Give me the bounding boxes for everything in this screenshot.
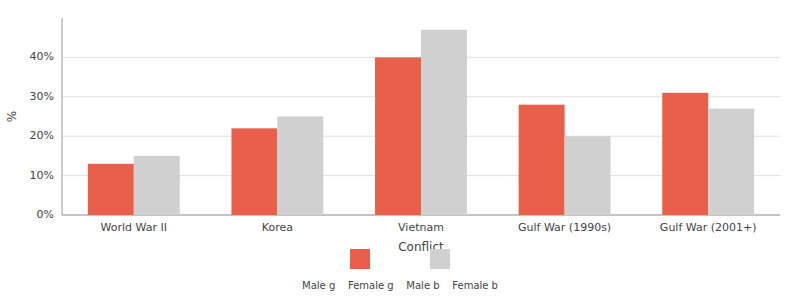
y-axis-line [62,18,63,215]
y-tick-label: 30% [30,90,54,103]
chart-container: 0% 10% 20% 30% 40% World War II Korea Vietnam Gu… [0,0,800,307]
bar [421,30,467,215]
x-tick-label: World War II [101,221,167,234]
legend-swatch [350,249,370,269]
x-tick-label: Korea [262,221,293,234]
bars [88,30,754,215]
bar [708,109,754,215]
bar [519,105,565,215]
annotation: Male g Female g Male b Female b [302,280,498,291]
bar [565,136,611,215]
bar [277,117,323,216]
y-tick-label: 20% [30,129,54,142]
bar [134,156,180,215]
y-tick-label: 40% [30,50,54,63]
y-tick-label: 0% [37,208,54,221]
bar [88,164,134,215]
x-tick-label: Gulf War (1990s) [518,221,611,234]
y-axis-label: % [5,111,19,122]
legend-swatch [430,249,450,269]
bar [375,57,421,215]
chart: 0% 10% 20% 30% 40% World War II Korea Vietnam Gu… [0,0,800,307]
y-tick-label: 10% [30,169,54,182]
x-tick-label: Vietnam [398,221,444,234]
x-tick-label: Gulf War (2001+) [660,221,757,234]
bar [231,128,277,215]
bar [662,93,708,215]
